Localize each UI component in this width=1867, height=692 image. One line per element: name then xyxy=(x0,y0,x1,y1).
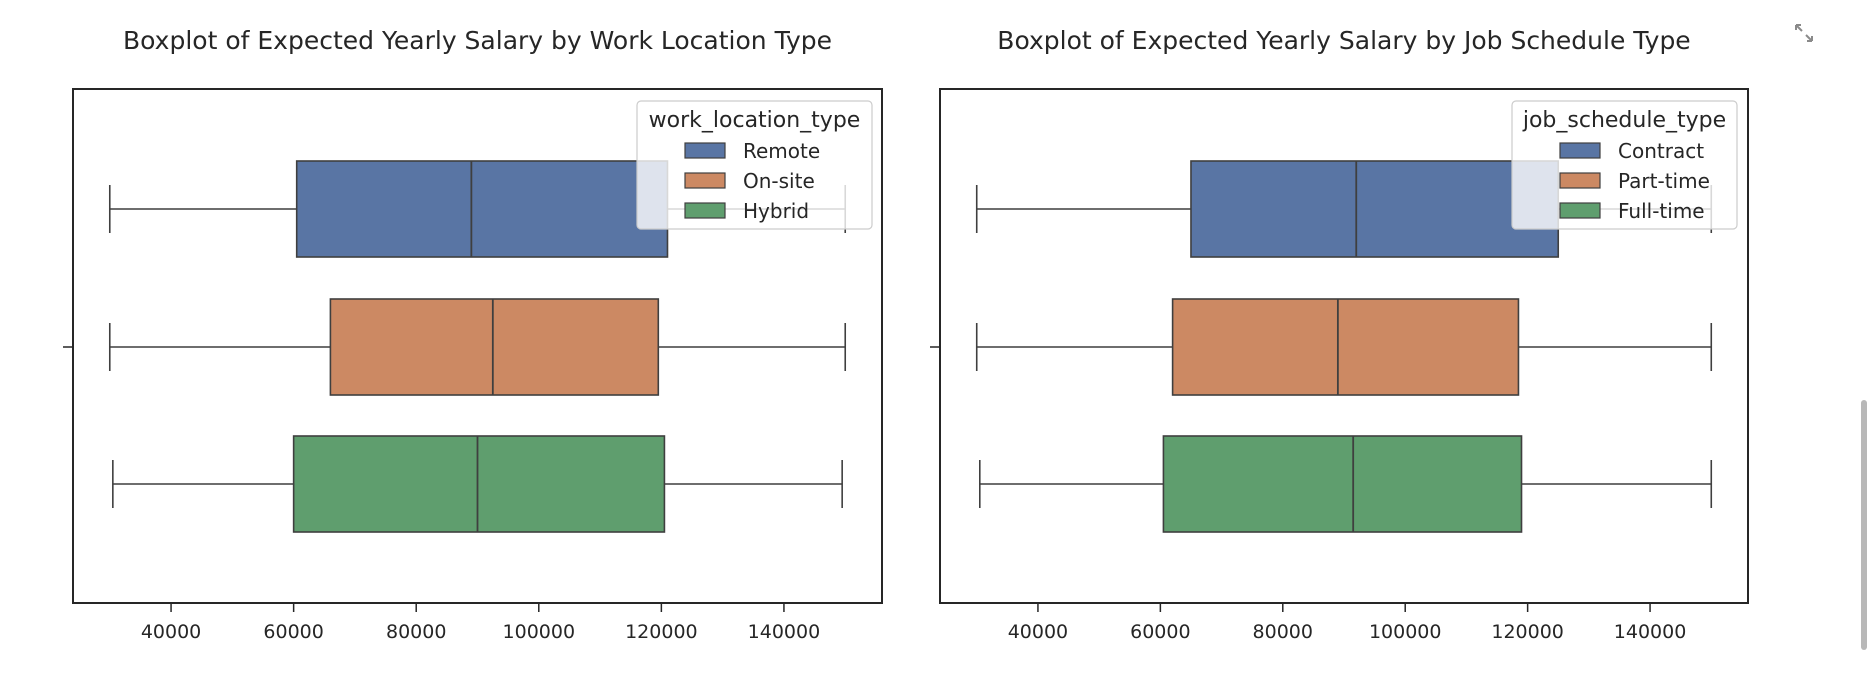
box-hybrid xyxy=(112,435,843,533)
box-full-time xyxy=(978,435,1713,533)
legend-label: Remote xyxy=(743,139,820,163)
iqr-box xyxy=(292,435,666,533)
legend-label: Hybrid xyxy=(743,199,809,223)
x-tick-label: 120000 xyxy=(625,621,698,643)
legend-swatch xyxy=(1559,172,1601,189)
iqr-box xyxy=(1190,160,1560,258)
legend-box xyxy=(1511,100,1738,230)
x-tick-label: 140000 xyxy=(1614,621,1687,643)
legend-swatch xyxy=(1559,142,1601,159)
x-tick-label: 140000 xyxy=(748,621,821,643)
plot-frame xyxy=(72,88,883,604)
chart-title: Boxplot of Expected Yearly Salary by Wor… xyxy=(123,26,832,55)
legend-label: Full-time xyxy=(1618,199,1705,223)
x-tick-label: 100000 xyxy=(1369,621,1442,643)
iqr-box xyxy=(1171,298,1520,396)
x-tick-label: 60000 xyxy=(263,621,323,643)
legend-swatch xyxy=(1559,202,1601,219)
chart-title: Boxplot of Expected Yearly Salary by Job… xyxy=(997,26,1690,55)
legend-label: On-site xyxy=(743,169,815,193)
legend-swatch xyxy=(684,202,726,219)
x-tick-label: 40000 xyxy=(141,621,201,643)
x-tick-label: 120000 xyxy=(1491,621,1564,643)
x-tick-label: 80000 xyxy=(1253,621,1313,643)
legend-swatch xyxy=(684,142,726,159)
legend: job_schedule_type Contract Part-time Full-t… xyxy=(1511,100,1738,230)
box-remote xyxy=(108,160,847,258)
iqr-box xyxy=(329,298,660,396)
vertical-scrollbar[interactable] xyxy=(1860,0,1867,692)
chart-panel-2: Boxplot of Expected Yearly Salary by Job… xyxy=(930,26,1749,643)
iqr-box xyxy=(1162,435,1523,533)
x-tick-label: 60000 xyxy=(1130,621,1190,643)
legend-swatch xyxy=(684,172,726,189)
box-part-time xyxy=(975,298,1713,396)
expand-arrows-icon[interactable] xyxy=(1793,22,1815,44)
legend-title: job_schedule_type xyxy=(1522,108,1726,133)
legend-title: work_location_type xyxy=(649,108,861,133)
chart-panel-1: Boxplot of Expected Yearly Salary by Wor… xyxy=(63,26,883,643)
legend-label: Contract xyxy=(1618,139,1704,163)
x-tick-label: 100000 xyxy=(503,621,576,643)
legend-box xyxy=(636,100,873,230)
box-contract xyxy=(975,160,1713,258)
iqr-box xyxy=(295,160,669,258)
x-tick-label: 80000 xyxy=(386,621,446,643)
x-tick-label: 40000 xyxy=(1008,621,1068,643)
legend-label: Part-time xyxy=(1618,169,1710,193)
plot-frame xyxy=(939,88,1749,604)
legend: work_location_type Remote On-site Hybrid xyxy=(636,100,873,230)
box-on-site xyxy=(108,298,847,396)
scrollbar-thumb[interactable] xyxy=(1861,400,1867,650)
